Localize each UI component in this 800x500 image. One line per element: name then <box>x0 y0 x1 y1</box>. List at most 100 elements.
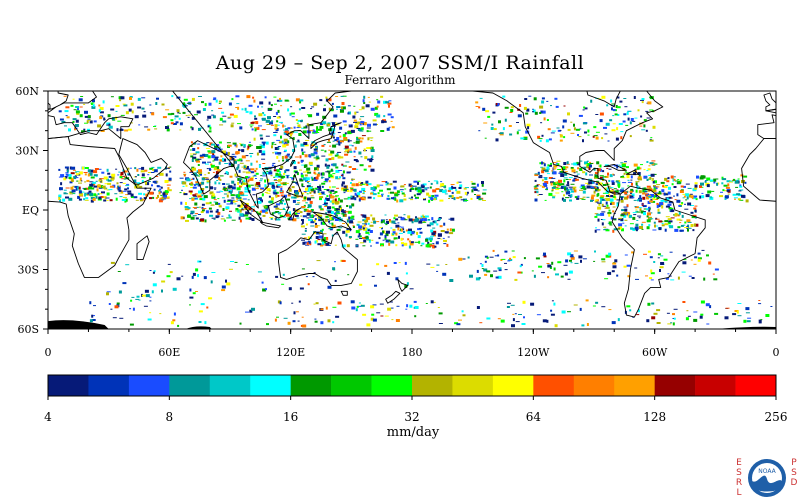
rain-cell <box>365 104 370 108</box>
rain-cell <box>548 177 553 179</box>
rain-cell <box>304 228 307 230</box>
rain-cell <box>208 130 212 133</box>
coastline-sumatra <box>239 199 263 223</box>
rain-cell <box>507 302 511 304</box>
rain-cell <box>579 189 583 191</box>
rain-cell <box>671 183 674 186</box>
rain-cell <box>538 173 541 175</box>
rain-cell <box>641 98 645 100</box>
rain-cell <box>679 203 684 205</box>
rain-cell <box>222 183 226 185</box>
rain-cell <box>115 105 120 107</box>
rain-cell <box>249 124 254 126</box>
rain-cell <box>106 292 109 296</box>
rain-cell <box>325 96 328 99</box>
rain-cell <box>355 183 359 187</box>
rain-cell <box>307 236 310 240</box>
rain-cell <box>129 323 134 326</box>
rain-cell <box>685 183 690 185</box>
rain-cell <box>274 127 278 130</box>
rain-cell <box>622 120 626 123</box>
rain-cell <box>329 145 332 147</box>
rain-cell <box>98 179 102 182</box>
rain-cell <box>612 123 616 125</box>
rain-cell <box>684 221 687 224</box>
rain-cell <box>152 271 155 274</box>
rain-cell <box>630 179 633 181</box>
rain-cell <box>263 114 266 116</box>
rain-cell <box>590 196 594 200</box>
rain-cell <box>244 187 248 190</box>
rain-cell <box>234 203 237 205</box>
rain-cell <box>647 250 651 253</box>
rain-cell <box>210 163 213 166</box>
rain-cell <box>402 228 405 231</box>
rain-cell <box>432 245 436 249</box>
rain-cell <box>623 113 627 116</box>
rain-cell <box>226 200 231 202</box>
coastline-java <box>259 221 282 229</box>
rain-cell <box>559 171 564 174</box>
rain-cell <box>722 189 725 192</box>
rain-cell <box>565 166 569 169</box>
colorbar-swatch <box>371 375 413 396</box>
rain-cell <box>629 135 632 138</box>
coastline-africa <box>741 138 776 202</box>
rain-cell <box>633 214 637 216</box>
rain-cell <box>359 183 363 186</box>
rain-cell <box>64 110 69 113</box>
rain-cell <box>198 171 203 174</box>
rain-cell <box>167 189 172 192</box>
rain-cell <box>696 175 699 179</box>
rain-cell <box>359 122 362 126</box>
rain-cell <box>316 129 318 132</box>
rain-cell <box>63 189 67 191</box>
rain-cell <box>652 180 655 184</box>
rain-cell <box>567 189 572 191</box>
rain-cell <box>91 319 96 321</box>
rain-cell <box>386 127 390 131</box>
rain-cell <box>328 158 332 161</box>
rain-cell <box>301 164 305 166</box>
rain-cell <box>330 195 335 199</box>
rain-cell <box>480 198 483 200</box>
rain-cell <box>303 210 306 212</box>
rain-cell <box>406 304 409 308</box>
rain-cell <box>538 194 543 195</box>
rain-cell <box>564 171 568 173</box>
rain-cell <box>555 189 560 190</box>
rain-cell <box>285 212 289 215</box>
rain-cell <box>264 205 267 207</box>
rain-cell <box>580 184 585 187</box>
rain-cell <box>278 160 280 162</box>
rain-cell <box>539 139 542 142</box>
rain-cell <box>451 228 455 232</box>
rain-cell <box>201 209 205 212</box>
rain-cell <box>278 121 283 123</box>
rain-cell <box>620 197 623 200</box>
rain-cell <box>239 143 242 145</box>
rain-cell <box>456 190 461 194</box>
rain-cell <box>548 192 553 196</box>
rain-cell <box>271 120 274 123</box>
rain-cell <box>81 191 85 193</box>
rain-cell <box>253 99 256 103</box>
rain-cell <box>500 319 505 323</box>
rain-cell <box>191 197 195 201</box>
rain-cell <box>629 121 632 125</box>
rain-cell <box>248 172 251 173</box>
rain-cell <box>453 197 456 201</box>
rain-cell <box>75 187 78 191</box>
rain-cell <box>596 168 601 172</box>
rain-cell <box>595 136 599 140</box>
rain-cell <box>337 132 341 133</box>
rain-cell <box>218 204 222 207</box>
rain-cell <box>684 208 689 210</box>
rain-cell <box>68 197 73 201</box>
colorbar-tick-label: 16 <box>283 410 298 424</box>
rain-cell <box>478 130 481 132</box>
rain-cell <box>570 254 574 258</box>
rain-cell <box>407 230 412 234</box>
rain-cell <box>193 154 196 156</box>
rain-cell <box>520 271 523 274</box>
